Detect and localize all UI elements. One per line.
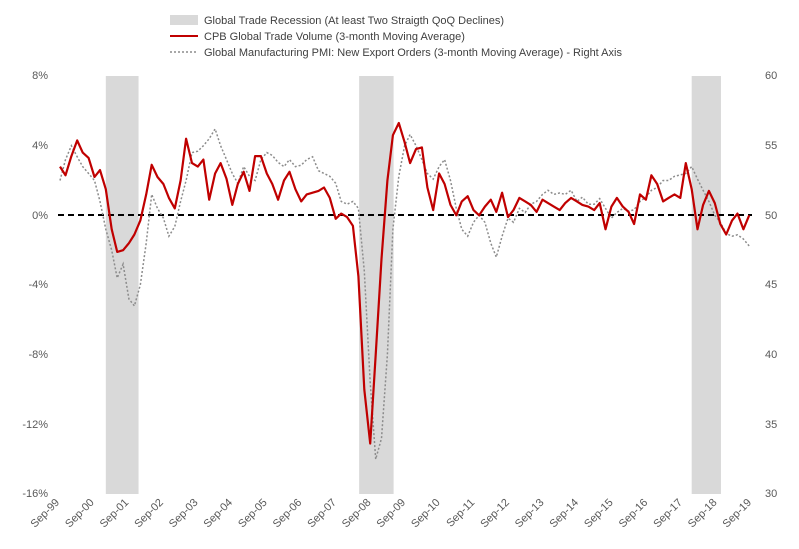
legend-label-volume: CPB Global Trade Volume (3-month Moving …	[204, 31, 465, 43]
x-tick-label: Sep-07	[305, 497, 339, 531]
right-tick-label: 35	[765, 419, 777, 431]
x-tick-label: Sep-06	[271, 497, 305, 531]
legend-swatch-recession	[170, 15, 198, 25]
left-tick-label: -4%	[28, 279, 48, 291]
x-tick-label: Sep-11	[444, 497, 477, 530]
recession-bands	[105, 76, 721, 494]
x-tick-label: Sep-16	[617, 497, 651, 531]
x-tick-label: Sep-15	[582, 497, 616, 531]
x-tick-label: Sep-09	[375, 497, 409, 531]
x-tick-label: Sep-04	[202, 497, 236, 531]
left-tick-label: -12%	[22, 419, 48, 431]
recession-band	[359, 76, 394, 494]
left-tick-label: 4%	[32, 140, 48, 152]
series-line-volume	[59, 121, 751, 445]
right-tick-label: 40	[765, 349, 777, 361]
x-tick-label: Sep-08	[340, 497, 374, 531]
x-axis: Sep-99 Sep-00 Sep-01 Sep-02 Sep-03 Sep-0…	[29, 497, 755, 531]
left-axis: 8% 4% 0% -4% -8% -12% -16%	[22, 70, 48, 500]
left-tick-label: 0%	[32, 210, 48, 222]
x-tick-label: Sep-18	[686, 497, 720, 531]
x-tick-label: Sep-17	[651, 497, 685, 531]
x-tick-label: Sep-01	[98, 497, 132, 531]
right-tick-label: 55	[765, 140, 777, 152]
recession-band	[105, 76, 139, 494]
x-tick-label: Sep-00	[63, 497, 97, 531]
x-tick-label: Sep-02	[132, 497, 166, 531]
recession-band	[691, 76, 721, 494]
x-tick-label: Sep-13	[513, 497, 547, 531]
left-tick-label: 8%	[32, 70, 48, 82]
x-tick-label: Sep-12	[478, 497, 512, 531]
left-tick-label: -8%	[28, 349, 48, 361]
x-tick-label: Sep-10	[409, 497, 443, 531]
legend-label-pmi: Global Manufacturing PMI: New Export Ord…	[204, 47, 622, 59]
x-tick-label: Sep-14	[548, 497, 582, 531]
legend: Global Trade Recession (At least Two Str…	[170, 15, 622, 59]
legend-label-recession: Global Trade Recession (At least Two Str…	[204, 15, 504, 27]
right-axis: 60 55 50 45 40 35 30	[765, 70, 777, 500]
x-tick-label: Sep-03	[167, 497, 201, 531]
right-tick-label: 45	[765, 279, 777, 291]
x-tick-label: Sep-19	[721, 497, 755, 531]
right-tick-label: 60	[765, 70, 777, 82]
right-tick-label: 50	[765, 210, 777, 222]
x-tick-label: Sep-05	[236, 497, 270, 531]
series-layer	[59, 121, 751, 460]
left-tick-label: -16%	[22, 488, 48, 500]
series-line-pmi	[59, 127, 750, 460]
x-tick-label: Sep-99	[29, 497, 63, 531]
right-tick-label: 30	[765, 488, 777, 500]
